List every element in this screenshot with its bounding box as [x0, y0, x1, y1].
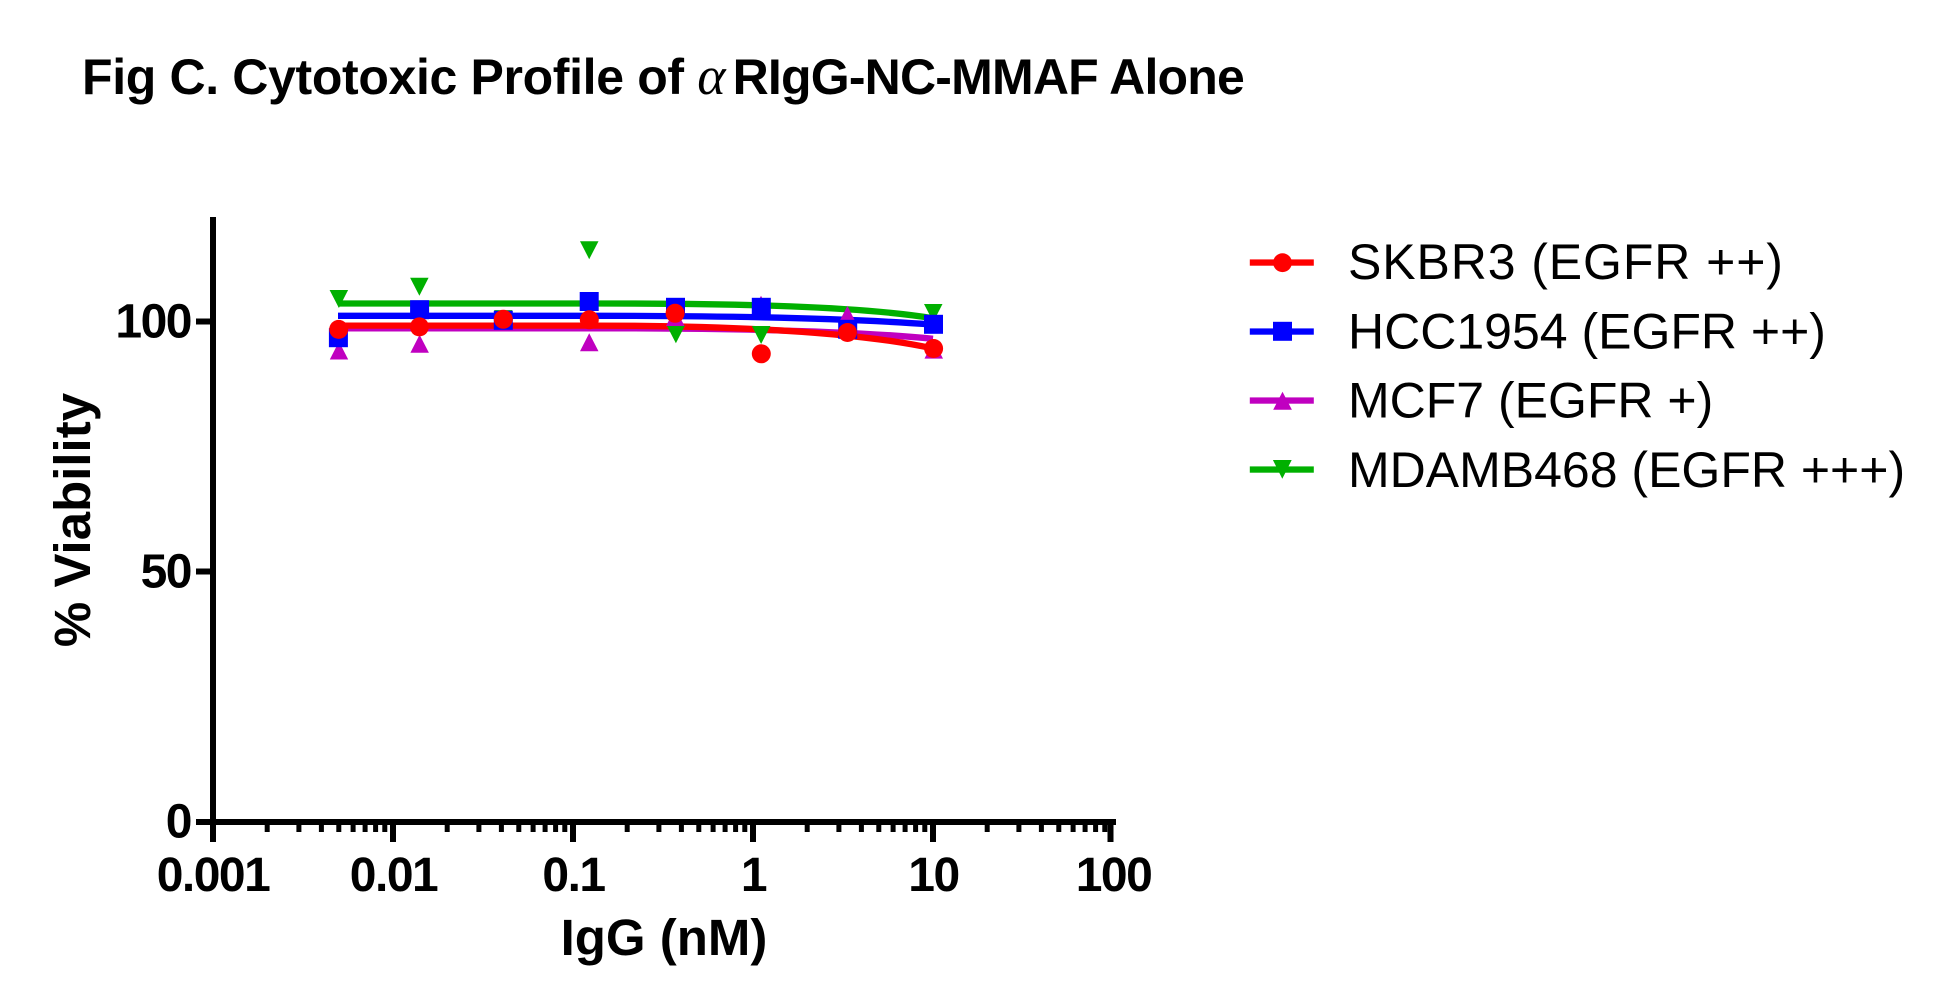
svg-text:MDAMB468 (EGFR +++): MDAMB468 (EGFR +++)	[1348, 442, 1905, 498]
svg-text:1: 1	[741, 849, 767, 902]
svg-text:MCF7 (EGFR +): MCF7 (EGFR +)	[1348, 373, 1713, 429]
svg-text:IgG (nM): IgG (nM)	[561, 909, 768, 966]
svg-text:0.01: 0.01	[350, 849, 438, 902]
svg-text:10: 10	[908, 849, 958, 902]
svg-text:0: 0	[166, 796, 191, 849]
svg-text:SKBR3 (EGFR ++): SKBR3 (EGFR ++)	[1348, 234, 1784, 290]
svg-text:50: 50	[141, 546, 191, 599]
svg-text:HCC1954 (EGFR ++): HCC1954 (EGFR ++)	[1348, 303, 1826, 359]
svg-text:% Viability: % Viability	[44, 392, 101, 647]
svg-text:0.001: 0.001	[157, 849, 270, 902]
svg-text:100: 100	[1076, 849, 1152, 902]
svg-text:100: 100	[115, 296, 191, 349]
svg-text:0.1: 0.1	[542, 849, 605, 902]
svg-text:Fig C. Cytotoxic Profile of αR: Fig C. Cytotoxic Profile of α RIgG-NC-MMA…	[82, 46, 1244, 106]
